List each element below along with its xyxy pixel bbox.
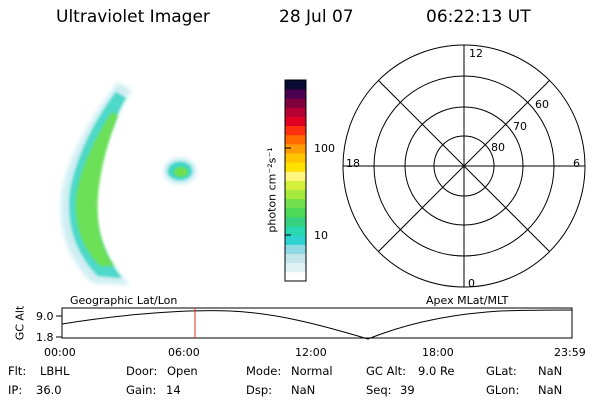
time-tick-3: 18:00 [422,346,454,359]
orbit-right-title: Apex MLat/MLT [426,294,509,307]
dsp-value: NaN [291,383,316,397]
orbit-ytick-label-high: 9.0 [36,310,54,323]
mlt-label-left: 18 [346,157,360,170]
ip-value: 36.0 [36,383,62,397]
glat-label: GLat: [486,364,517,378]
instrument-title: Ultraviolet Imager [56,7,210,27]
gcalt-value: 9.0 Re [418,364,455,378]
flt-value: LBHL [40,364,70,378]
orbit-y-axis-label: GC Alt [13,305,27,341]
seq-value: 39 [400,383,415,397]
orbit-left-title: Geographic Lat/Lon [70,294,178,307]
mode-value: Normal [291,364,333,378]
glon-value: NaN [538,383,563,397]
lat-label-60: 60 [535,98,549,111]
mlt-label-bottom: 0 [468,277,475,290]
auroral-blob-core [174,167,188,177]
gain-value: 14 [166,383,181,397]
mlt-label-top: 12 [469,47,483,60]
door-label: Door: [126,364,158,378]
mlt-label-right: 6 [573,157,580,170]
colorbar-label: photon cm⁻²s⁻¹ [265,147,279,233]
gain-label: Gain: [126,383,157,397]
time-tick-0: 00:00 [44,346,76,359]
door-value: Open [167,364,198,378]
colorbar-tick-label-100: 100 [314,142,335,155]
colorbar-tick-label-10: 10 [314,229,328,242]
seq-label: Seq: [366,383,392,397]
glon-label: GLon: [486,383,520,397]
mode-label: Mode: [246,364,282,378]
dsp-label: Dsp: [246,383,273,397]
lat-label-70: 70 [513,120,527,133]
time-tick-2: 12:00 [295,346,327,359]
image-time: 06:22:13 UT [426,7,531,27]
auroral-oval-core [75,112,118,266]
lat-label-80: 80 [491,141,505,154]
image-date: 28 Jul 07 [279,7,354,27]
ip-label: IP: [8,383,23,397]
time-tick-4: 23:59 [554,346,586,359]
orbit-ytick-label-low: 1.8 [36,331,54,344]
time-tick-1: 06:00 [168,346,200,359]
glat-value: NaN [538,364,563,378]
gcalt-label: GC Alt: [366,364,407,378]
flt-label: Flt: [8,364,27,378]
